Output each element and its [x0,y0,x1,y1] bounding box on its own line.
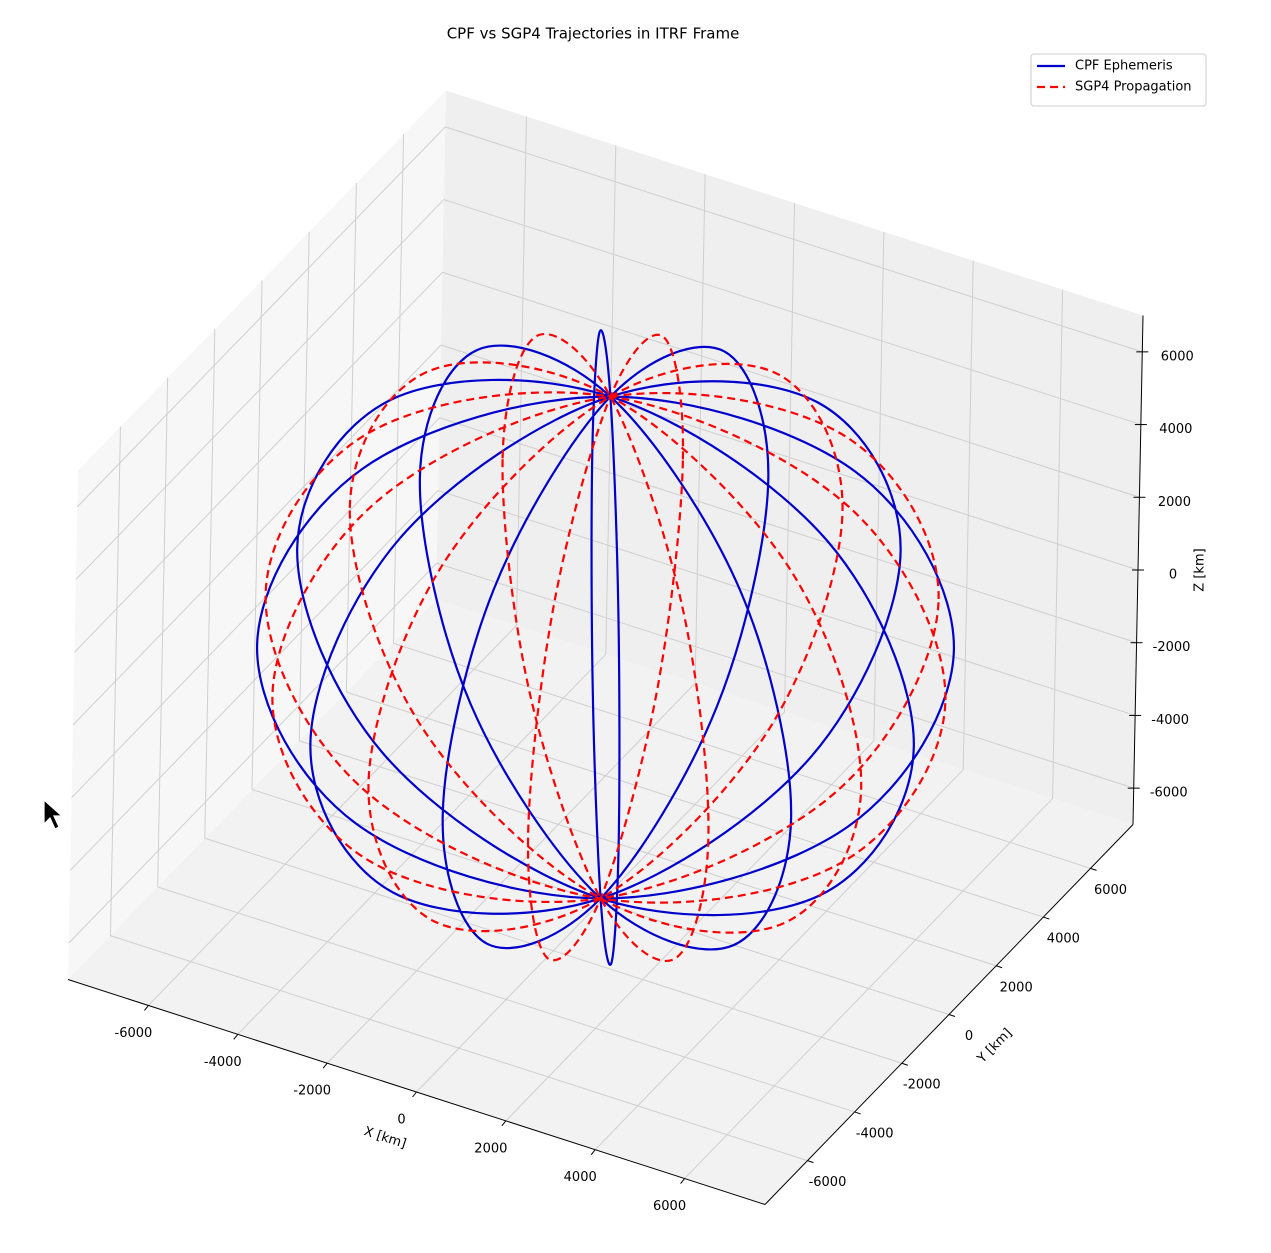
z-tick-label: -2000 [1153,640,1191,655]
grid-line [442,271,1140,498]
x-axis-line [67,979,766,1205]
x-tick-mark [322,1062,328,1069]
x-tick-label: 6000 [653,1199,686,1214]
x-tick-mark [144,1005,149,1011]
z-axis-line [1132,315,1144,825]
legend-label: CPF Ephemeris [1075,59,1173,74]
grid-line [437,489,1136,716]
y-tick-mark [1043,916,1050,920]
z-tick-label: 6000 [1161,349,1194,364]
grid-line [445,126,1143,353]
y-axis-line [764,824,1134,1205]
x-tick-label: 0 [397,1113,405,1128]
grid-line [75,199,445,580]
z-tick-label: 4000 [1159,422,1192,437]
grid-line [74,271,443,653]
x-tick-mark [680,1178,685,1184]
x-tick-label: -4000 [204,1055,242,1070]
grid-line [440,344,1139,571]
z-tick-label: -6000 [1150,786,1188,801]
z-tick-label: -4000 [1151,713,1189,728]
chart-title: CPF vs SGP4 Trajectories in ITRF Frame [447,25,740,43]
grid-line [76,126,446,508]
z-axis-label: Z [km] [1193,548,1208,591]
z-tick-label: 0 [1169,568,1177,583]
grid-line [439,417,1137,644]
legend-box [1030,53,1207,107]
z-tick-label: 2000 [1158,495,1191,510]
grid-line [299,740,997,967]
y-tick-mark [901,1062,908,1066]
grid-line [393,642,1091,869]
grid-line [157,886,855,1113]
grid-line [204,837,902,1064]
y-tick-label: 2000 [1000,980,1033,995]
y-tick-label: 0 [965,1029,973,1044]
grid-line [68,562,438,944]
grid-line [443,199,1142,426]
x-tick-label: 2000 [474,1141,507,1156]
trajectory-line [255,329,956,966]
y-tick-label: -6000 [809,1175,847,1190]
y-tick-mark [807,1160,814,1164]
x-tick-mark [501,1120,507,1127]
grid-line [346,691,1044,918]
grid-line [436,562,1134,789]
y-tick-label: -4000 [856,1126,894,1141]
y-tick-mark [996,965,1003,969]
axes: -6000 -4000 -2000 0 2000 4000 6000 -6000 -4000 -2… [67,315,1194,1214]
x-tick-mark [590,1149,596,1156]
grid-line [110,935,808,1162]
x-tick-label: 4000 [564,1170,597,1185]
legend: CPF Ephemeris SGP4 Propagation [1030,53,1207,107]
grid-line [71,417,440,799]
y-tick-label: 6000 [1094,883,1127,898]
x-tick-label: -6000 [115,1026,153,1041]
grid-line [69,490,439,871]
x-tick-label: -2000 [293,1084,331,1099]
y-tick-mark [1090,867,1097,871]
x-tick-mark [233,1033,239,1040]
y-tick-label: -2000 [903,1078,941,1093]
y-tick-label: 4000 [1047,932,1080,947]
y-tick-mark [854,1111,861,1115]
x-tick-mark [412,1091,417,1098]
grid-line [72,344,442,726]
trajectories [255,329,956,966]
y-tick-mark [948,1014,956,1017]
legend-label: SGP4 Propagation [1075,80,1192,95]
mouse-cursor [43,798,64,830]
